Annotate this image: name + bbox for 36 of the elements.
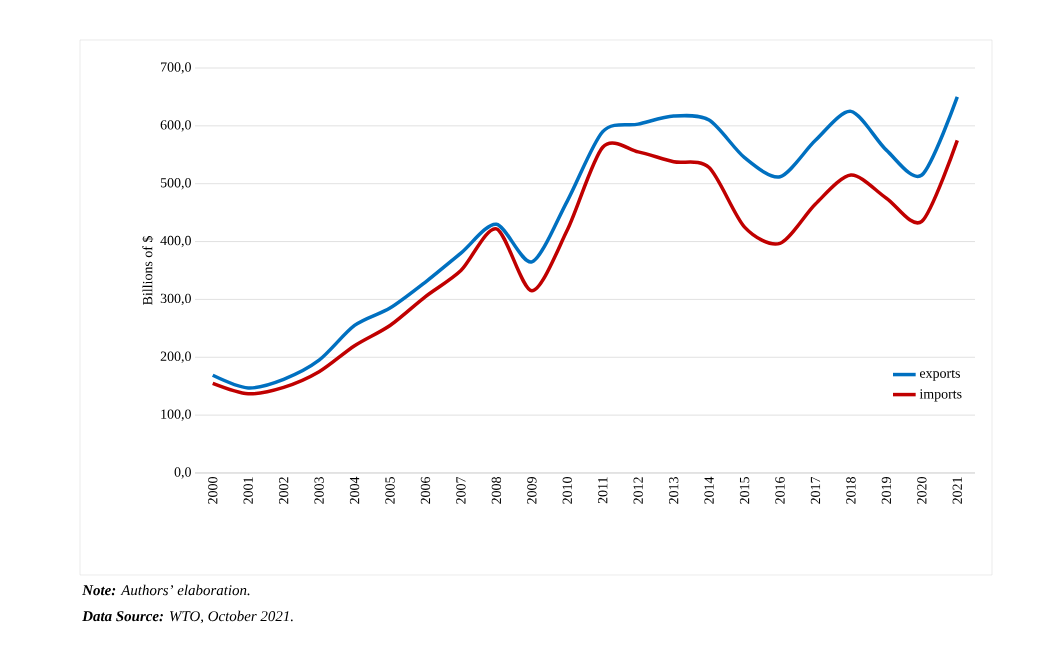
x-tick-label: 2001 (243, 477, 253, 504)
x-tick-label: 2021 (952, 477, 962, 504)
y-tick-label: 200,0 (160, 351, 191, 363)
y-axis-title: Billions of $ (142, 236, 154, 305)
x-tick-label: 2000 (208, 477, 218, 504)
text: Data Source: WTO, October 2021. (82, 610, 293, 624)
x-tick-label: 2018 (846, 477, 856, 504)
legend-label: exports (919, 369, 960, 381)
y-tick-label: 400,0 (160, 235, 191, 248)
x-tick-label: 2009 (527, 477, 537, 504)
x-tick-label: 2003 (314, 477, 324, 504)
x-tick-label: 2013 (668, 477, 679, 504)
x-tick-label: 2011 (598, 477, 608, 504)
y-tick-label: 0,0 (174, 467, 191, 479)
x-tick-label: 2014 (704, 476, 714, 504)
text: Note: Authors’ elaboration. (82, 584, 250, 596)
x-tick-label: 2017 (810, 476, 821, 504)
x-tick-label: 2005 (385, 477, 395, 504)
x-tick-label: 2015 (739, 477, 750, 504)
x-tick-label: 2004 (349, 476, 360, 504)
x-tick-label: 2007 (456, 476, 466, 504)
x-tick-label: 2012 (633, 477, 643, 504)
line-series (210, 95, 960, 390)
y-tick-label: 500,0 (160, 177, 191, 190)
y-tick-label: 100,0 (161, 409, 191, 421)
legend-label: imports (919, 389, 962, 402)
y-tick-label: 300,0 (160, 293, 191, 306)
x-tick-label: 2008 (491, 477, 502, 504)
x-tick-label: 2016 (775, 476, 785, 504)
x-tick-label: 2019 (881, 477, 892, 504)
x-tick-label: 2020 (917, 477, 927, 504)
x-tick-label: 2002 (278, 477, 289, 504)
x-tick-label: 2010 (562, 477, 572, 504)
x-tick-label: 2006 (420, 476, 431, 504)
y-tick-label: 700,0 (161, 62, 191, 74)
y-tick-label: 600,0 (160, 120, 191, 132)
